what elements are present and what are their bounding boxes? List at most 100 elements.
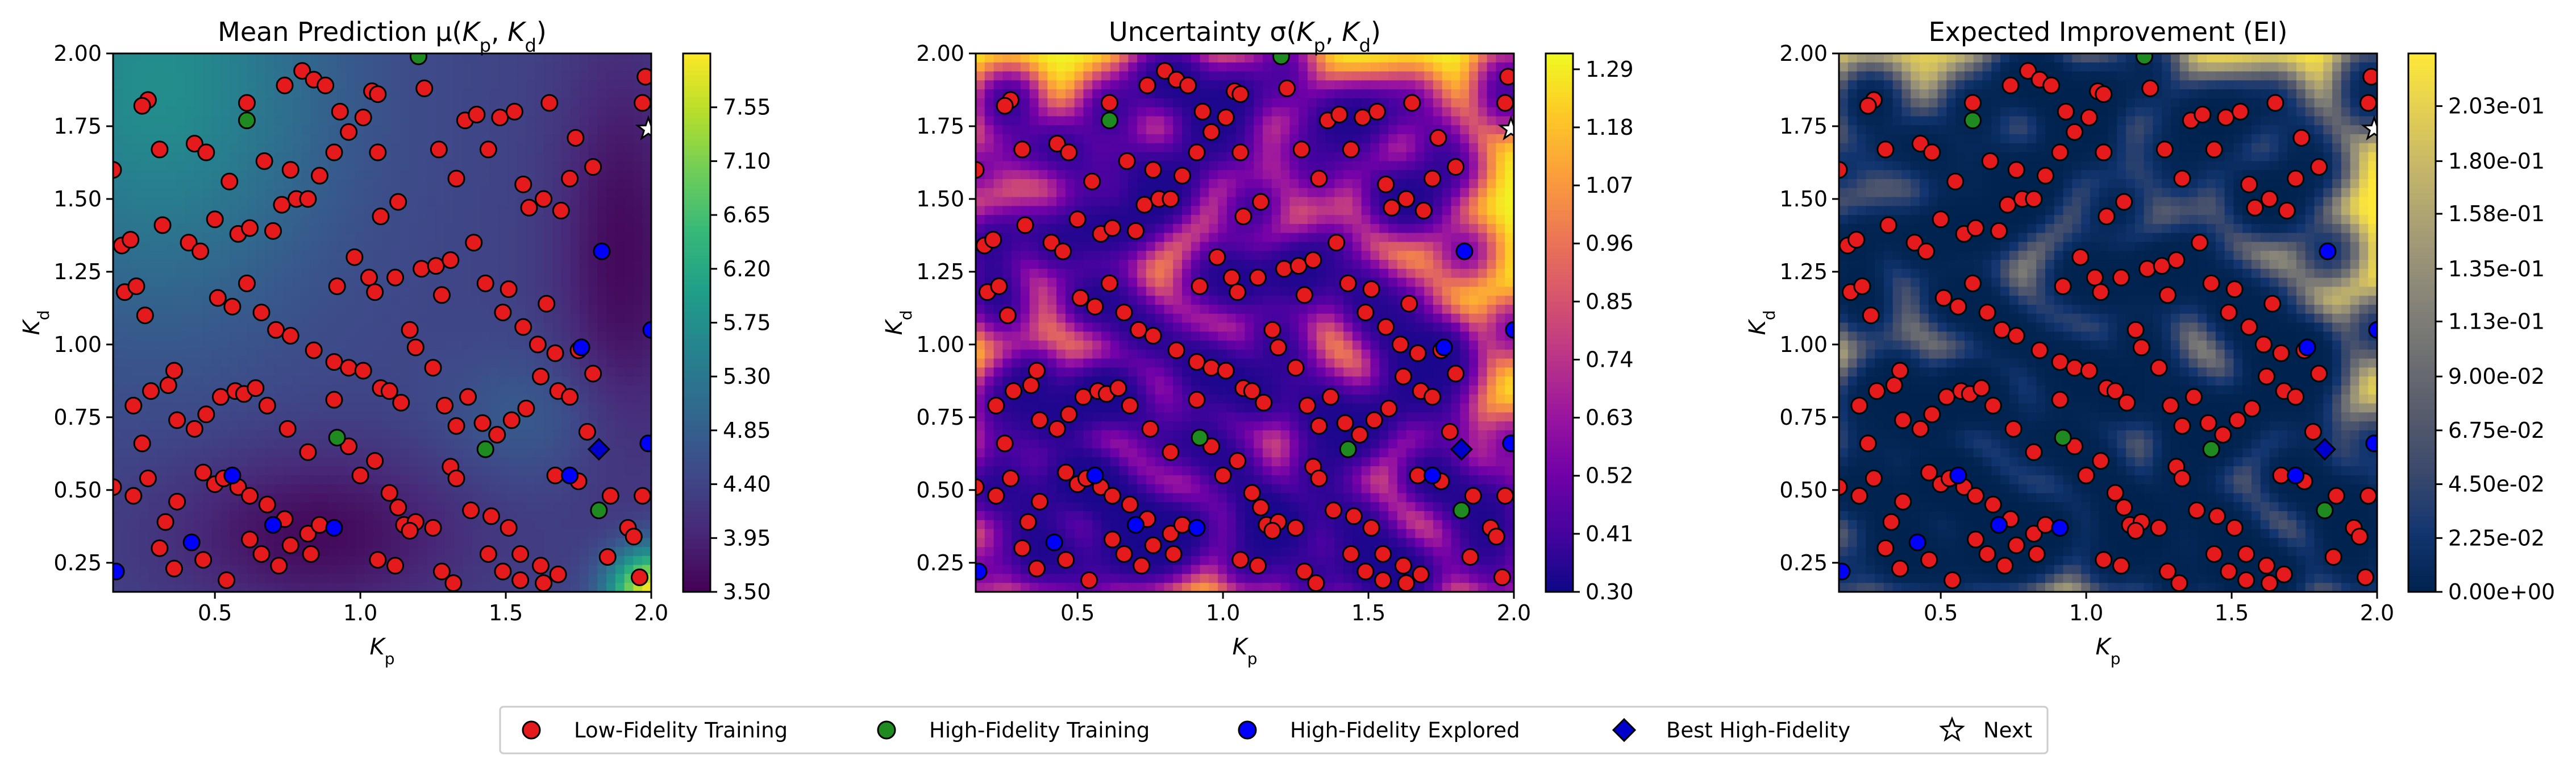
heatmap-cell [256,538,267,548]
heatmap-cell [382,233,392,243]
heatmap-cell [113,331,123,341]
heatmap-cell [211,71,222,81]
heatmap-cell [498,251,509,260]
heatmap-cell [570,206,580,215]
heatmap-cell [570,403,580,413]
heatmap-cell [355,143,365,153]
colorbar-cell [683,150,710,156]
heatmap-cell [149,251,159,260]
heatmap-cell [149,412,159,422]
heatmap-cell [984,367,994,377]
heatmap-cell [489,583,500,592]
heatmap-cell [400,367,410,377]
low-fidelity-point [270,557,288,575]
heatmap-cell [976,538,985,548]
heatmap-cell [642,412,652,422]
low-fidelity-point [180,234,198,252]
heatmap-cell [283,143,293,153]
heatmap-cell [517,376,526,386]
heatmap-cell [633,385,643,395]
heatmap-cell [436,412,446,422]
heatmap-cell [427,206,436,215]
heatmap-cell [220,520,230,530]
heatmap-cell [1038,484,1048,494]
heatmap-cell [1083,161,1093,171]
heatmap-cell [1029,107,1039,117]
heatmap-cell [1101,188,1111,198]
heatmap-cell [481,53,490,63]
heatmap-cell [418,143,428,153]
heatmap-cell [507,296,518,305]
low-fidelity-point [220,172,239,190]
heatmap-cell [984,161,994,171]
y-tick-label: 2.00 [53,41,102,66]
heatmap-cell [588,287,598,296]
heatmap-cell [534,170,544,180]
heatmap-cell [1012,574,1021,584]
heatmap-cell [1065,107,1075,117]
heatmap-cell [517,80,526,90]
heatmap-cell [292,134,302,144]
heatmap-cell [1092,287,1102,296]
heatmap-cell [588,116,598,126]
colorbar-cell [683,80,710,86]
heatmap-cell [301,53,311,63]
colorbar-tick-label: 7.55 [723,95,771,120]
heatmap-cell [256,170,267,180]
heatmap-cell [993,457,1004,467]
heatmap-cell [292,574,302,584]
heatmap-cell [1029,170,1039,180]
heatmap-cell [543,170,554,180]
heatmap-cell [346,457,356,467]
heatmap-cell [472,251,481,260]
heatmap-cell [1038,349,1048,359]
heatmap-cell [534,358,544,368]
heatmap-cell [427,583,436,592]
heatmap-cell [1119,511,1129,521]
heatmap-cell [328,322,338,333]
heatmap-cell [292,583,302,592]
heatmap-cell [1092,251,1102,260]
heatmap-cell [418,313,428,324]
heatmap-cell [167,484,177,494]
heatmap-cell [606,466,616,476]
heatmap-cell [265,448,275,458]
heatmap-cell [1029,98,1039,108]
heatmap-cell [1047,511,1057,521]
heatmap-cell [1020,197,1030,207]
heatmap-cell [993,80,1004,90]
heatmap-cell [194,223,203,234]
heatmap-cell [579,457,589,467]
heatmap-cell [157,287,168,296]
heatmap-cell [1002,233,1012,243]
low-fidelity-point [165,559,183,578]
heatmap-cell [1002,179,1012,189]
heatmap-cell [113,439,123,449]
heatmap-cell [149,331,159,341]
heatmap-cell [976,322,985,333]
heatmap-cell [391,89,401,99]
heatmap-cell [418,412,428,422]
heatmap-cell [122,331,132,341]
heatmap-cell [230,268,239,279]
heatmap-cell [167,313,177,324]
heatmap-cell [579,107,589,117]
heatmap-cell [400,475,410,485]
heatmap-cell [526,98,535,108]
heatmap-cell [238,367,248,377]
heatmap-cell [579,62,589,72]
heatmap-cell [489,206,500,215]
heatmap-cell [265,197,275,207]
heatmap-cell [984,215,994,225]
heatmap-cell [552,188,562,198]
heatmap-cell [444,125,455,135]
heatmap-cell [1012,251,1021,260]
heatmap-cell [1029,260,1039,270]
heatmap-cell [472,188,481,198]
heatmap-cell [202,385,213,395]
y-tick-label: 1.50 [53,186,102,212]
heatmap-cell [373,62,383,72]
heatmap-cell [1002,358,1012,368]
heatmap-cell [543,206,554,215]
heatmap-cell [526,502,535,512]
